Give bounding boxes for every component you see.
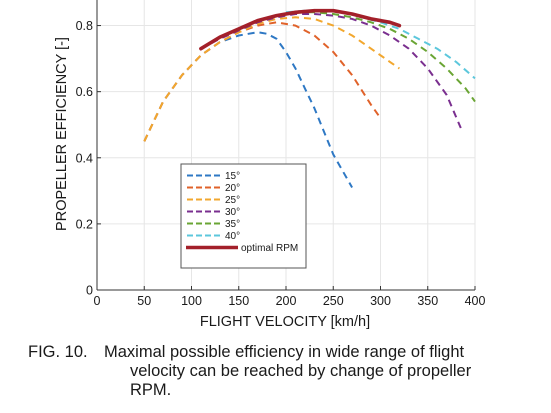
- x-tick-label: 50: [137, 294, 151, 308]
- y-tick-label: 0.2: [76, 217, 93, 231]
- legend-label-30: 30°: [225, 207, 240, 218]
- x-tick-label: 150: [228, 294, 249, 308]
- y-tick-label: 0.4: [76, 151, 93, 165]
- x-tick-label: 0: [94, 294, 101, 308]
- legend-label-15: 15°: [225, 171, 240, 182]
- legend-label-35: 35°: [225, 219, 240, 230]
- series-line-optimal-rpm: [199, 8, 402, 51]
- y-tick-label: 0.8: [76, 19, 93, 33]
- x-tick-label: 350: [417, 294, 438, 308]
- x-tick-label: 100: [181, 294, 202, 308]
- y-axis-label: PROPELLER EFFICIENCY [-]: [54, 37, 70, 231]
- x-tick-label: 250: [323, 294, 344, 308]
- legend-label-25: 25°: [225, 195, 240, 206]
- x-tick-label: 200: [276, 294, 297, 308]
- series-line-25: [143, 16, 400, 142]
- x-tick-labels: 0 50 100 150 200 250 300 350 400: [94, 286, 486, 308]
- series-lines: [143, 8, 476, 188]
- caption-line: RPM.: [130, 381, 172, 399]
- y-tick-label: 0: [86, 284, 93, 298]
- caption-number: FIG. 10.: [28, 343, 88, 361]
- legend-label-optimal-rpm: optimal RPM: [241, 243, 298, 254]
- legend-label-40: 40°: [225, 231, 240, 242]
- x-axis-label: FLIGHT VELOCITY [km/h]: [200, 314, 370, 330]
- caption-line: velocity can be reached by change of pro…: [130, 362, 472, 380]
- x-tick-label: 300: [370, 294, 391, 308]
- efficiency-chart: 0 50 100 150 200 250 300 350 400 0 0.2 0.4 0.6 0.8 F…: [54, 0, 486, 330]
- legend: 15°20°25°30°35°40°optimal RPM: [180, 163, 307, 269]
- caption-text: Maximal possible efficiency in wide rang…: [104, 343, 534, 400]
- series-line-30: [200, 13, 462, 129]
- series-line-20: [143, 21, 382, 142]
- caption-line: Maximal possible efficiency in wide rang…: [104, 343, 465, 361]
- legend-label-20: 20°: [225, 183, 240, 194]
- series-line-35: [238, 11, 476, 103]
- y-tick-label: 0.6: [76, 85, 93, 99]
- y-tick-labels: 0 0.2 0.4 0.6 0.8: [76, 19, 101, 298]
- x-tick-label: 400: [465, 294, 486, 308]
- series-line-15: [143, 31, 353, 188]
- legend-box: [180, 163, 307, 269]
